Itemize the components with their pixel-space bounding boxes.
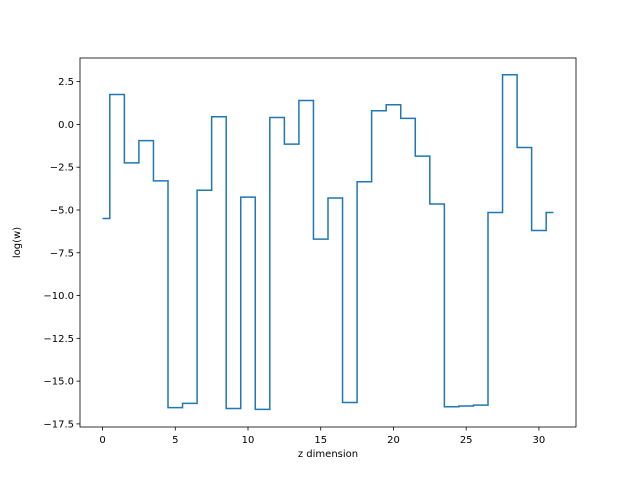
y-tick-label: −10.0 [43,291,74,302]
x-tick-label: 10 [242,435,255,446]
x-tick-label: 15 [314,435,327,446]
y-tick-label: 2.5 [58,77,74,88]
x-tick-label: 5 [172,435,178,446]
y-tick-label: −2.5 [50,163,74,174]
y-tick-label: −5.0 [50,205,74,216]
x-tick-label: 25 [460,435,473,446]
plot-area [102,74,554,411]
x-tick-label: 30 [533,435,546,446]
y-axis-label: log(w) [12,227,23,258]
y-tick-label: −7.5 [50,248,74,259]
x-tick-label: 0 [99,435,105,446]
x-axis-label: z dimension [298,449,358,460]
y-tick-label: −15.0 [43,377,74,388]
axis-ticks: 0 5 10 15 20 25 30 −17.5 −15.0 −12.5 −10.0 −7.5 −5.0… [43,77,545,446]
series-step-line [102,74,554,411]
y-tick-label: −12.5 [43,334,74,345]
x-tick-label: 20 [387,435,400,446]
y-tick-label: −17.5 [43,419,74,430]
y-tick-label: 0.0 [58,120,74,131]
axes-frame [79,57,577,428]
